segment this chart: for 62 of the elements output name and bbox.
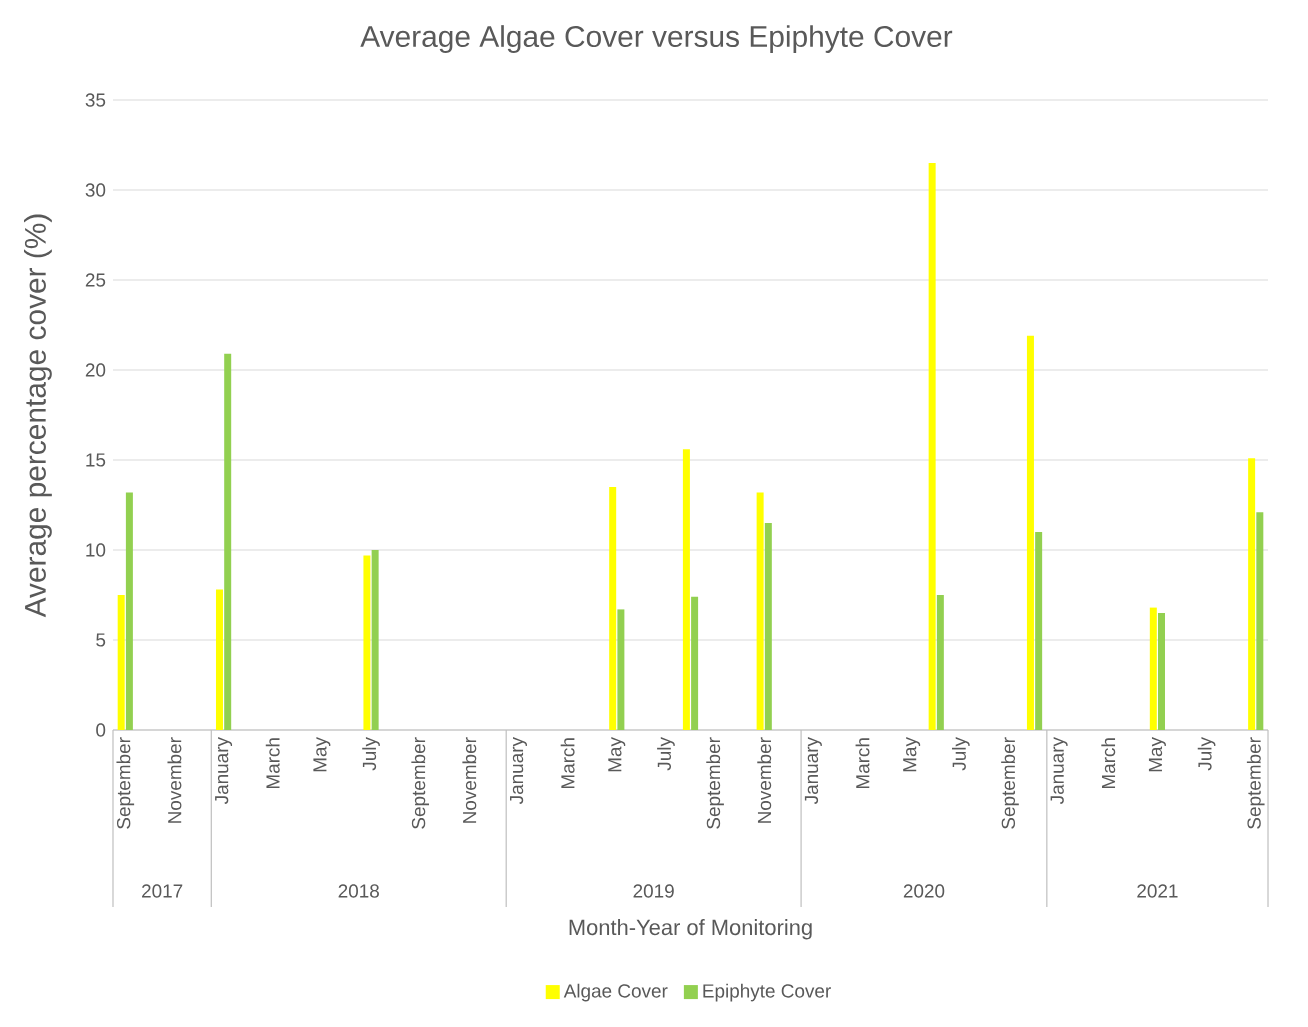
x-tick-label: November	[167, 737, 182, 823]
bar	[1158, 613, 1166, 730]
bar	[936, 595, 944, 730]
x-tick-label: November	[757, 737, 772, 823]
x-tick-label: May	[903, 737, 921, 772]
bar	[363, 555, 371, 730]
bar	[682, 449, 690, 730]
bar	[215, 589, 223, 730]
bar	[224, 353, 232, 730]
x-tick-label: September	[1001, 737, 1019, 829]
legend-label: Algae Cover	[563, 983, 668, 1002]
legend-label: Epiphyte Cover	[703, 983, 831, 1002]
x-tick-label: July	[362, 737, 380, 771]
y-tick-label: 30	[85, 183, 106, 197]
y-tick-label: 10	[86, 543, 106, 557]
x-tick-label: November	[462, 737, 477, 823]
bar	[1149, 607, 1157, 730]
bar	[371, 550, 379, 730]
bar	[1026, 335, 1034, 730]
bar	[117, 595, 125, 730]
x-tick-label: July	[1197, 737, 1216, 771]
x-tick-label: September	[1246, 737, 1265, 829]
bar	[764, 523, 772, 730]
chart-title: Average Algae Cover versus Epiphyte Cover	[360, 25, 953, 53]
bar	[691, 596, 699, 730]
y-tick-label: 15	[86, 453, 106, 467]
text: 2020	[903, 884, 945, 898]
x-tick-label: January	[804, 737, 822, 805]
x-tick-label: May	[1148, 737, 1166, 772]
text: 2017	[142, 884, 183, 898]
bar	[1256, 512, 1264, 730]
y-tick-label: 0	[96, 723, 106, 737]
x-tick-label: March	[560, 738, 575, 789]
x-tick-label: March	[1101, 738, 1116, 789]
x-tick-label: May	[313, 737, 331, 772]
x-tick-label: July	[657, 737, 675, 771]
bar	[125, 492, 133, 730]
text: 2019	[633, 884, 674, 898]
x-tick-label: May	[608, 737, 626, 772]
x-tick-label: September	[706, 737, 724, 829]
bar	[609, 487, 617, 730]
bar	[756, 492, 764, 730]
y-tick-label: 35	[85, 93, 106, 107]
bar	[928, 163, 936, 730]
y-tick-label: 20	[85, 363, 106, 377]
y-axis-title: Average percentage cover (%)	[23, 214, 52, 618]
bar	[1248, 458, 1256, 730]
text: 2021	[1137, 884, 1178, 898]
x-tick-label: March	[265, 738, 280, 789]
x-tick-label: September	[411, 737, 430, 829]
x-tick-label: January	[1050, 737, 1068, 805]
x-tick-label: January	[215, 737, 233, 805]
text: 2018	[338, 884, 379, 898]
x-tick-label: January	[510, 737, 527, 805]
y-tick-label: 25	[85, 273, 106, 287]
x-tick-label: July	[952, 737, 970, 771]
y-tick-label: 5	[96, 633, 106, 647]
x-tick-label: March	[855, 738, 870, 789]
bar	[1035, 532, 1043, 730]
x-tick-label: September	[116, 737, 135, 829]
bar	[617, 609, 625, 730]
x-axis-title: Month-Year of Monitoring	[569, 919, 812, 940]
